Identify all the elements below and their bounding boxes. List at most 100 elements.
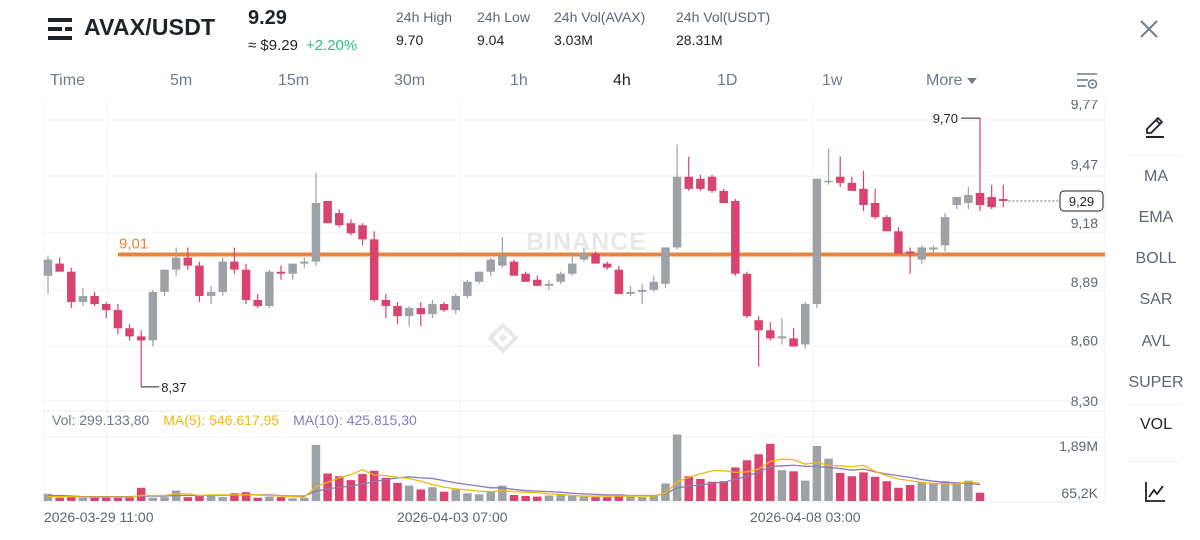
tab-4h[interactable]: 4h (613, 72, 631, 89)
last-price: 9.29 (248, 7, 287, 29)
volume-bar (940, 481, 950, 501)
volume-bar (67, 497, 76, 501)
candle-body (183, 257, 193, 266)
volume-bar (579, 496, 589, 501)
horizontal-line: 9,01 (118, 236, 1105, 257)
side-divider (1128, 461, 1180, 462)
candle-body (766, 330, 775, 339)
candle-body (637, 289, 647, 292)
watermark: BINANCE (487, 228, 647, 354)
volume-bar (369, 470, 379, 501)
volume-bar (835, 472, 845, 501)
candle-body (323, 200, 332, 224)
volume-bar (742, 460, 752, 501)
tab-more[interactable]: More (926, 72, 978, 90)
volume-bar (614, 494, 624, 501)
candle-body (882, 217, 892, 232)
tab-5m[interactable]: 5m (170, 72, 193, 89)
volume-bar (183, 497, 193, 501)
indicator-vol[interactable]: VOL (1139, 416, 1172, 433)
tab-1w[interactable]: 1w (822, 72, 843, 89)
volume-bar (160, 497, 169, 501)
volume-bar (498, 485, 507, 501)
candle-body (463, 281, 472, 296)
price-axis-label: 9,77 (1071, 100, 1098, 112)
candlestick-chart[interactable]: BINANCE 9,01 9,70 8,37 9,29 9,77 9,47 9,18 8,8… (0, 100, 1110, 530)
volume-bar (463, 493, 472, 501)
candle-body (556, 273, 565, 282)
volume-legend: Vol: 299.133,80 MA(5): 546.617,95 MA(10)… (52, 412, 417, 428)
volume-bar (451, 489, 460, 501)
candle-body (742, 273, 752, 317)
volume-bar (964, 480, 973, 501)
volume-bar (358, 474, 367, 501)
watermark-text: BINANCE (526, 228, 647, 256)
candle-body (929, 247, 938, 250)
stat-label-24h-high: 24h High (396, 9, 453, 25)
indicator-super[interactable]: SUPER (1128, 374, 1184, 391)
indicator-boll[interactable]: BOLL (1135, 250, 1177, 267)
tab-1h[interactable]: 1h (510, 72, 528, 89)
candle-body (894, 231, 903, 254)
price-axis-label: 8,60 (1071, 332, 1098, 348)
volume-ma-lines (48, 458, 981, 498)
volume-bar (859, 472, 868, 501)
candle-body (90, 295, 99, 305)
candle-body (265, 271, 274, 307)
stat-value-24h-low: 9.04 (477, 32, 505, 48)
candle-body (649, 281, 659, 290)
volume-bar (626, 496, 635, 501)
candle-body (136, 336, 146, 341)
volume-bar (894, 487, 903, 501)
candle-body (253, 299, 262, 307)
candle-body (789, 338, 798, 347)
stat-label-24h-vol-avax: 24h Vol(AVAX) (554, 9, 646, 25)
volume-bar (276, 497, 286, 501)
side-divider (1128, 155, 1180, 156)
indicator-ma[interactable]: MA (1144, 168, 1168, 185)
chart-settings-icon[interactable] (1076, 72, 1098, 90)
candle-body (55, 263, 64, 272)
chart-line-icon[interactable] (1143, 480, 1167, 504)
volume-bar (416, 489, 426, 501)
pair-title[interactable]: AVAX/USDT (84, 14, 216, 40)
usd-price: ≈ $9.29 (248, 37, 298, 54)
volume-bar (381, 477, 391, 501)
tab-15m[interactable]: 15m (278, 72, 310, 89)
ma5-value: MA(5): 546.617,95 (163, 412, 280, 428)
tab-30m[interactable]: 30m (394, 72, 426, 89)
x-axis-label-2: 2026-04-03 07:00 (397, 509, 508, 525)
candle-body (731, 200, 740, 274)
close-icon[interactable] (1136, 16, 1162, 42)
candle-body (195, 265, 204, 296)
tab-time[interactable]: Time (50, 72, 85, 89)
chart-grid (43, 100, 1106, 503)
indicator-ema[interactable]: EMA (1138, 209, 1174, 226)
candle-body (859, 188, 868, 206)
x-axis-label-1: 2026-03-29 11:00 (44, 509, 154, 525)
candle-body (416, 308, 426, 315)
menu-icon[interactable] (48, 18, 72, 40)
stat-value-24h-vol-avax: 3.03M (554, 32, 593, 48)
volume-bar (952, 482, 961, 501)
candle-body (393, 306, 402, 317)
volume-bar (533, 496, 542, 501)
candle-body (696, 178, 705, 189)
volume-bar (696, 479, 705, 501)
tab-1d[interactable]: 1D (717, 72, 738, 89)
volume-axis-label: 1,89M (1059, 438, 1098, 454)
current-price-label: 9,29 (1069, 194, 1094, 209)
low-marker-label: 8,37 (161, 380, 186, 395)
indicator-sar[interactable]: SAR (1139, 291, 1173, 308)
volume-bar (801, 480, 810, 501)
candle-body (754, 320, 763, 331)
price-axis-label: 8,89 (1071, 274, 1098, 290)
pencil-icon[interactable] (1143, 115, 1167, 139)
candle-body (940, 217, 950, 246)
volume-bar (544, 495, 554, 501)
candle-body (498, 255, 507, 266)
volume-bar (404, 485, 414, 501)
candle-body (707, 176, 717, 191)
volume-bar (78, 497, 88, 501)
indicator-avl[interactable]: AVL (1141, 333, 1171, 350)
